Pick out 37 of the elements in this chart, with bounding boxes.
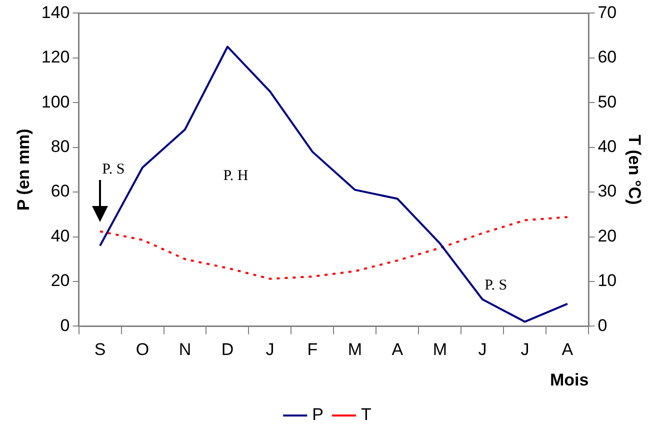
- legend-label: P: [312, 405, 324, 424]
- y-tick-label: 20: [50, 271, 70, 290]
- x-tick-label: M: [348, 340, 362, 360]
- x-axis-title: Mois: [550, 370, 589, 390]
- y2-tick-label: 20: [598, 226, 617, 246]
- y2-tick-label: 50: [598, 92, 617, 112]
- annotation: P. S: [484, 277, 508, 294]
- y-tick-label: 60: [50, 182, 70, 201]
- annotation: P. S: [102, 162, 125, 178]
- x-tick-label: N: [178, 340, 192, 360]
- y-tick-label: 100: [41, 92, 70, 112]
- y2-tick-label: 70: [598, 2, 617, 22]
- x-tick-label: J: [478, 340, 487, 360]
- x-tick-label: M: [432, 340, 448, 360]
- x-tick-label: D: [221, 340, 234, 360]
- line-series: [99, 216, 568, 280]
- x-tick-label: A: [392, 340, 404, 360]
- y2-tick-label: 60: [598, 48, 617, 67]
- x-tick-label: O: [136, 340, 150, 360]
- x-tick-label: A: [562, 340, 574, 360]
- y-tick-label: 40: [50, 226, 70, 246]
- x-tick-label: J: [266, 340, 274, 360]
- y-tick-label: 0: [60, 316, 70, 335]
- y-tick-label: 140: [41, 2, 70, 22]
- y-axis-title: P (en mm): [14, 128, 33, 211]
- y2-axis-title: T (en °C): [625, 134, 644, 205]
- y2-tick-label: 0: [598, 316, 608, 335]
- annotation: P. H: [223, 168, 248, 184]
- y2-tick-label: 10: [598, 271, 617, 290]
- y2-tick-label: 40: [598, 137, 617, 156]
- y-tick-label: 80: [50, 137, 70, 156]
- x-tick-label: J: [520, 340, 530, 360]
- legend-label: T: [360, 405, 372, 424]
- y2-tick-label: 30: [598, 182, 617, 201]
- y-tick-label: 120: [41, 48, 70, 67]
- x-tick-label: S: [94, 340, 106, 360]
- x-tick-label: F: [307, 340, 318, 360]
